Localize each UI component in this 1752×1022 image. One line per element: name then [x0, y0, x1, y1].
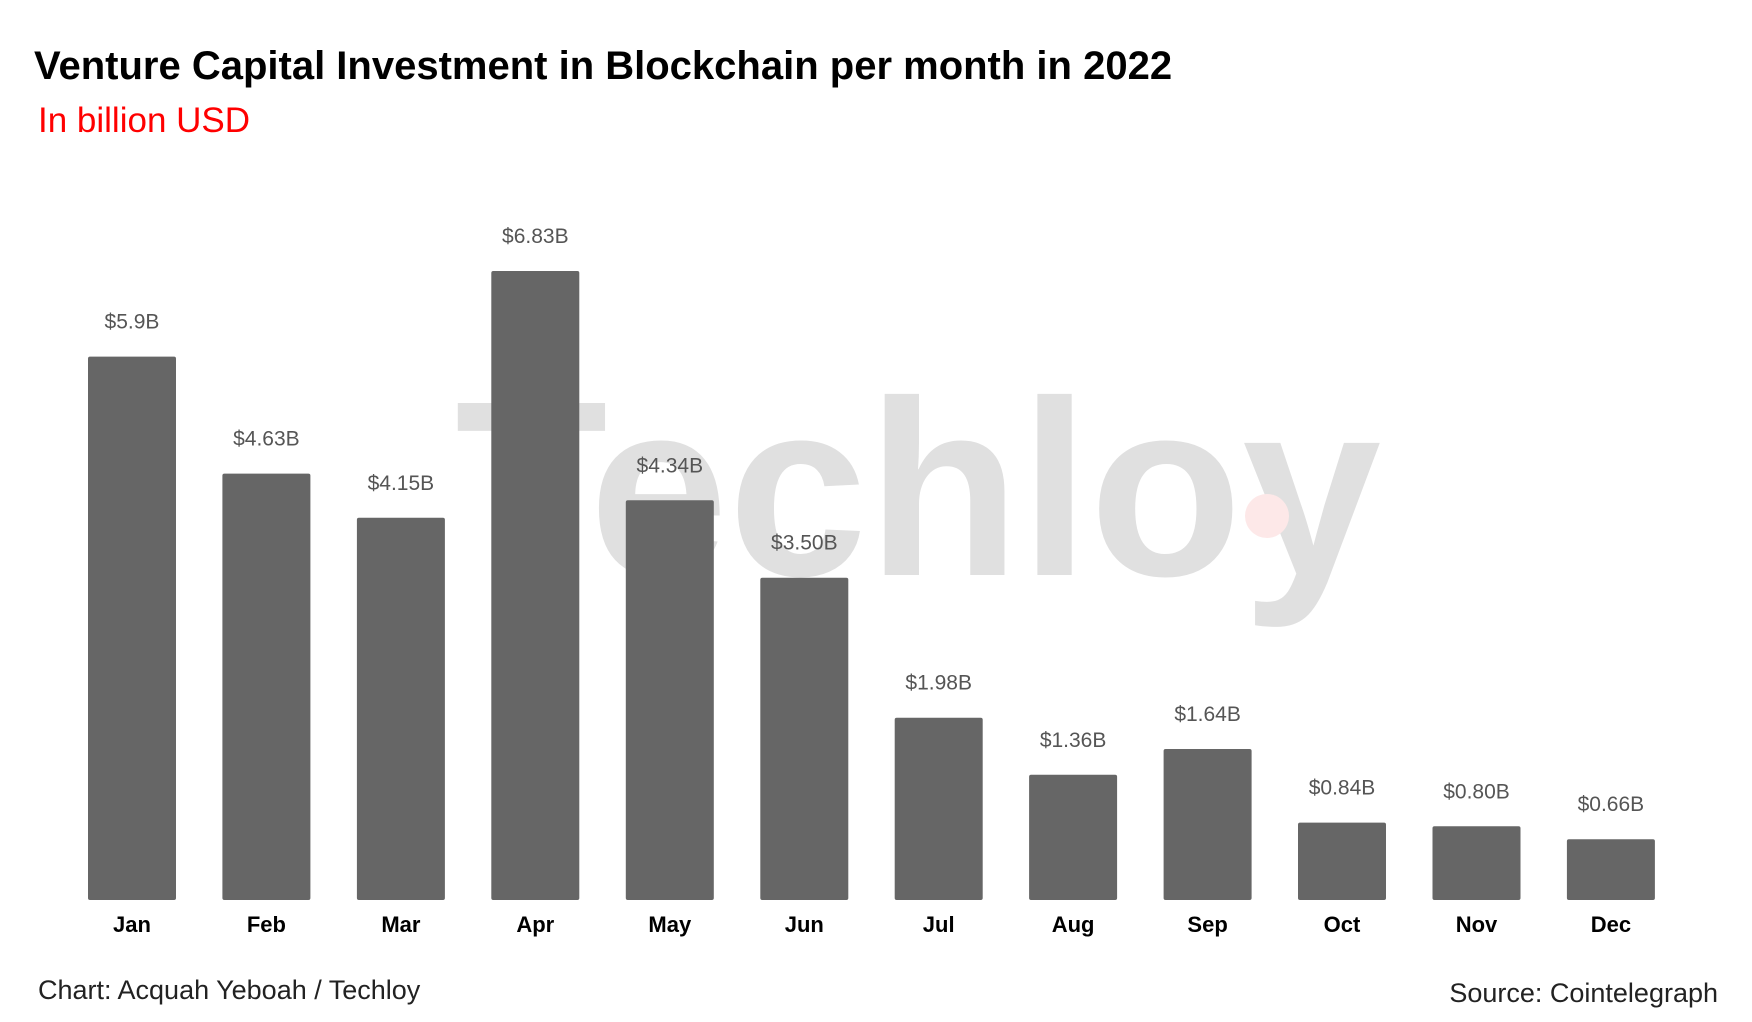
value-label-oct: $0.84B [1309, 777, 1376, 800]
category-label-aug: Aug [1052, 912, 1095, 937]
bars-group [88, 271, 1655, 901]
category-label-apr: Apr [516, 912, 554, 937]
value-label-jul: $1.98B [905, 672, 972, 695]
category-label-jan: Jan [113, 912, 151, 937]
value-labels-group: $5.9B $4.63B $4.15B $6.83B $4.34B $3.50B $1.98… [105, 225, 1645, 816]
category-labels-group: Jan Feb Mar Apr May Jun Jul Aug Sep Oct Nov Dec [113, 912, 1631, 937]
value-label-dec: $0.66B [1578, 793, 1645, 816]
value-label-nov: $0.80B [1443, 780, 1510, 803]
bar-jun [760, 577, 849, 900]
value-label-jun: $3.50B [771, 532, 838, 555]
category-label-sep: Sep [1187, 912, 1227, 937]
bar-aug [1029, 774, 1118, 900]
bar-jan [88, 356, 176, 901]
category-label-dec: Dec [1591, 912, 1631, 937]
bar-apr [491, 271, 580, 900]
value-label-apr: $6.83B [502, 225, 569, 248]
bar-mar [356, 517, 445, 900]
category-label-jul: Jul [923, 912, 955, 937]
category-label-mar: Mar [381, 912, 421, 937]
bar-feb [222, 473, 311, 900]
bar-chart: Techloy $5.9B $4.63B $4.15B $6.83B $4.34B $3.… [88, 225, 1655, 937]
value-label-sep: $1.64B [1174, 703, 1241, 726]
category-label-nov: Nov [1456, 912, 1498, 937]
bar-may [625, 500, 714, 900]
value-label-jan: $5.9B [105, 311, 160, 334]
bar-dec [1566, 839, 1655, 900]
bar-sep [1163, 749, 1252, 900]
bar-oct [1298, 822, 1386, 900]
category-label-jun: Jun [785, 912, 824, 937]
category-label-oct: Oct [1324, 912, 1361, 937]
value-label-aug: $1.36B [1040, 729, 1107, 752]
value-label-feb: $4.63B [233, 428, 300, 451]
chart-credit: Chart: Acquah Yeboah / Techloy [38, 975, 421, 1005]
chart-title: Venture Capital Investment in Blockchain… [34, 44, 1173, 88]
bar-nov [1432, 826, 1521, 900]
category-label-may: May [648, 912, 692, 937]
value-label-may: $4.34B [637, 454, 704, 477]
watermark-text: Techloy [455, 349, 1381, 628]
value-label-mar: $4.15B [368, 472, 435, 495]
category-label-feb: Feb [247, 912, 286, 937]
chart-source: Source: Cointelegraph [1449, 978, 1718, 1008]
bar-jul [894, 717, 983, 900]
watermark-dot [1245, 494, 1289, 538]
techloy-watermark: Techloy [455, 349, 1381, 628]
chart-subtitle: In billion USD [38, 101, 251, 140]
